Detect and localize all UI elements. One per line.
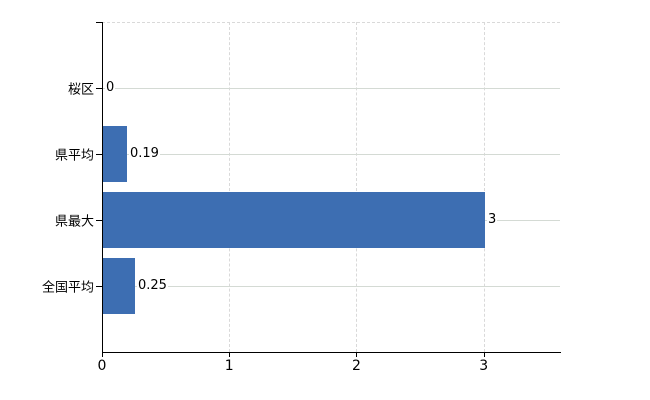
category-gridline [102,88,560,89]
x-axis [102,352,561,353]
data-label: 0 [105,80,116,96]
bar-1 [103,126,127,182]
x-axis-tick [229,352,231,357]
x-axis-tick-label: 1 [224,358,234,374]
bar-2 [103,192,485,248]
x-gridline [356,22,358,352]
x-axis-tick [483,352,485,357]
x-axis-tick-label: 0 [97,358,107,374]
bar-3 [103,258,135,314]
y-axis-top-tick [96,22,102,23]
plot-top-border [102,22,560,23]
category-label: 全国平均 [41,280,94,296]
x-axis-tick [102,352,103,357]
y-axis-tick [96,88,102,89]
x-axis-tick-label: 3 [479,358,489,374]
y-axis-tick [96,154,102,155]
data-label: 0.19 [129,146,160,162]
y-axis-tick [96,220,102,221]
x-gridline [229,22,231,352]
data-label: 3 [487,212,498,228]
y-axis [102,22,103,353]
category-label: 県最大 [54,214,94,230]
data-label: 0.25 [137,278,168,294]
category-gridline [102,154,560,155]
x-axis-tick [356,352,358,357]
x-gridline [483,22,485,352]
category-label: 県平均 [54,148,94,164]
y-axis-tick [96,286,102,287]
x-axis-tick-label: 2 [351,358,361,374]
category-gridline [102,286,560,287]
category-label: 桜区 [67,82,94,98]
